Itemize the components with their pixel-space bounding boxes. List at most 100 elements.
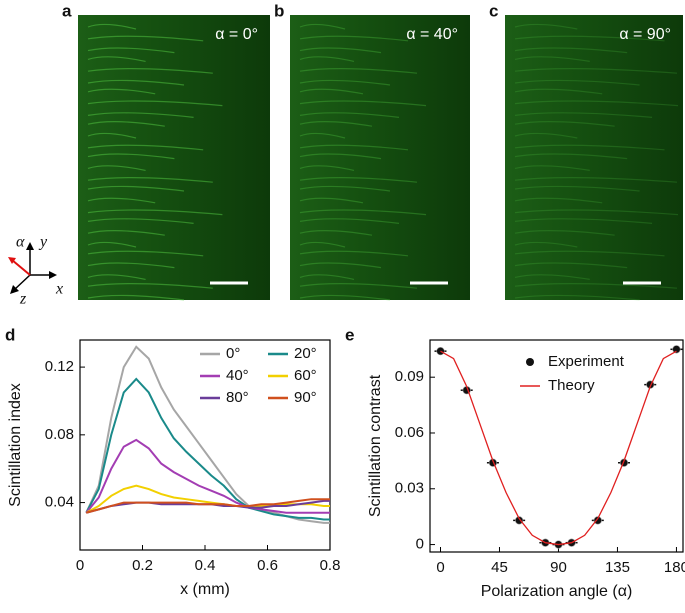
legend-label: Theory xyxy=(548,377,595,394)
legend-swatch xyxy=(526,358,534,366)
inset-label: α xyxy=(16,234,25,251)
streak xyxy=(299,100,427,107)
streak xyxy=(514,35,665,42)
streak xyxy=(87,79,185,86)
legend-label: 40° xyxy=(226,367,249,384)
y-tick-label: 0 xyxy=(416,536,424,553)
x-tick-label: 0.2 xyxy=(132,557,153,574)
micrograph xyxy=(505,15,683,300)
streak xyxy=(87,218,194,224)
streak xyxy=(87,177,213,183)
streak xyxy=(299,177,418,183)
streak xyxy=(514,153,628,160)
streak xyxy=(87,144,204,151)
streak xyxy=(514,100,679,107)
streak xyxy=(514,68,678,74)
legend-label: 90° xyxy=(294,389,317,406)
x-tick-label: 0 xyxy=(436,559,444,576)
streak xyxy=(87,185,185,192)
y-tick-label: 0.09 xyxy=(395,368,424,385)
streak xyxy=(87,294,185,301)
streak xyxy=(299,262,382,269)
data-point xyxy=(672,345,681,354)
streak xyxy=(299,294,391,301)
streak xyxy=(299,283,418,289)
streak xyxy=(514,121,615,127)
data-line xyxy=(85,345,330,524)
streak xyxy=(514,165,590,171)
streak xyxy=(87,153,175,160)
x-tick-label: 0.6 xyxy=(257,557,278,574)
streak xyxy=(87,209,223,216)
panel-label: e xyxy=(345,325,354,344)
streak xyxy=(514,218,653,224)
streak xyxy=(299,165,355,171)
streak xyxy=(87,165,146,171)
streak xyxy=(87,274,146,280)
y-axis-label: Scintillation contrast xyxy=(367,374,384,517)
streak xyxy=(87,262,175,269)
y-tick-label: 0.08 xyxy=(45,426,74,443)
streak xyxy=(87,68,213,74)
streak xyxy=(514,250,665,257)
streak xyxy=(514,56,590,62)
streak xyxy=(514,185,640,192)
x-tick-label: 45 xyxy=(491,559,508,576)
streak xyxy=(87,283,213,289)
streak xyxy=(299,88,364,95)
streak xyxy=(299,230,373,236)
streak xyxy=(87,197,156,204)
streak xyxy=(87,250,204,257)
streak xyxy=(299,185,391,192)
y-axis-label: Scintillation index xyxy=(7,383,24,507)
streak xyxy=(87,241,137,248)
streak xyxy=(514,112,653,118)
streak xyxy=(299,274,355,280)
streak xyxy=(514,197,603,204)
streak xyxy=(299,132,346,139)
streak xyxy=(514,283,678,289)
panel-label: d xyxy=(5,325,15,344)
streak xyxy=(299,250,409,257)
streak xyxy=(87,88,156,95)
streak xyxy=(514,230,615,236)
plot-frame xyxy=(429,339,684,553)
streak xyxy=(87,112,194,118)
y-tick-label: 0.12 xyxy=(45,358,74,375)
streak xyxy=(299,209,427,216)
x-axis-label: Polarization angle (α) xyxy=(481,583,633,600)
inset-label: z xyxy=(19,291,27,308)
x-tick-label: 0.4 xyxy=(195,557,216,574)
panel-caption: α = 40° xyxy=(406,26,458,43)
panel-label: b xyxy=(274,1,284,20)
axes-inset: α y z x xyxy=(8,234,63,308)
streak xyxy=(87,23,137,30)
streak xyxy=(299,56,355,62)
panel-label: c xyxy=(489,1,498,20)
panel-caption: α = 90° xyxy=(619,26,671,43)
streak xyxy=(87,230,165,236)
legend-label: 0° xyxy=(226,345,240,362)
streak xyxy=(299,35,409,42)
legend-label: Experiment xyxy=(548,353,625,370)
streak xyxy=(299,23,346,30)
streak xyxy=(299,241,346,248)
micrograph xyxy=(290,15,470,300)
streak xyxy=(514,209,679,216)
legend-label: 60° xyxy=(294,367,317,384)
streak xyxy=(87,35,204,42)
inset-label: y xyxy=(38,234,48,251)
panel-caption: α = 0° xyxy=(215,26,258,43)
y-tick-label: 0.06 xyxy=(395,424,424,441)
streak xyxy=(514,23,578,30)
streak xyxy=(299,47,382,54)
streak xyxy=(87,121,165,127)
x-tick-label: 90 xyxy=(550,559,567,576)
streak xyxy=(299,197,364,204)
x-axis-label: x (mm) xyxy=(180,581,230,598)
data-line xyxy=(85,377,330,521)
x-tick-label: 0 xyxy=(76,557,84,574)
x-tick-label: 180 xyxy=(664,559,685,576)
streak xyxy=(514,177,678,183)
panel-label: a xyxy=(62,1,72,20)
